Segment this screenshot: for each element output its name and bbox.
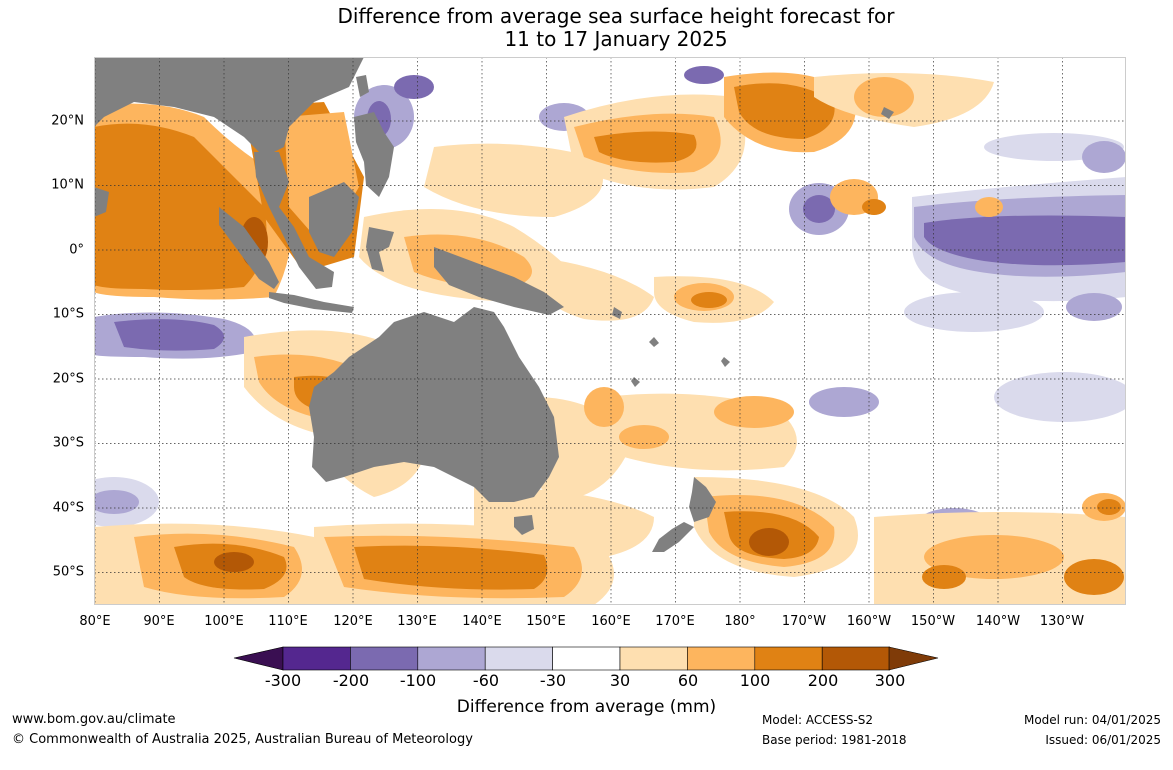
legend-colour-box: [821, 646, 890, 671]
asia-land: [94, 57, 364, 157]
legend-colour-box: [484, 646, 553, 671]
lat-label-50s: 50°S: [52, 564, 84, 580]
legend-tick: 200: [807, 671, 839, 690]
legend-tick: -100: [399, 671, 437, 690]
legend-colour-box: [282, 646, 351, 671]
legend-tick: 60: [677, 671, 699, 690]
map-panel[interactable]: [94, 57, 1126, 605]
legend-colour-box: [687, 646, 756, 671]
lon-label-160e: 160°E: [591, 614, 631, 629]
lon-label-180: 180°: [724, 614, 756, 629]
lat-label-20n: 20°N: [51, 113, 84, 129]
pacific-island-5: [881, 107, 894, 119]
colour-bar: [233, 646, 939, 671]
new-zealand-north: [689, 477, 716, 522]
legend-colour-box: [417, 646, 486, 671]
base-period-text: Base period: 1981-2018: [762, 733, 907, 747]
legend-tick: -30: [539, 671, 567, 690]
land-masses: [94, 57, 894, 552]
pacific-island-1: [612, 307, 622, 319]
legend-colour-box: [552, 646, 621, 671]
legend-title: Difference from average (mm): [456, 697, 717, 717]
new-guinea-land: [434, 247, 564, 315]
model-text: Model: ACCESS-S2: [762, 713, 874, 727]
legend-tick: -200: [332, 671, 370, 690]
lat-label-20s: 20°S: [52, 371, 84, 387]
tasmania-land: [514, 515, 534, 535]
legend-colour-box: [754, 646, 823, 671]
lon-label-170e: 170°E: [655, 614, 695, 629]
new-zealand-south: [652, 522, 694, 552]
lon-label-170w: 170°W: [781, 614, 827, 629]
java-land: [269, 292, 354, 313]
legend-colour-box: [619, 646, 688, 671]
lat-label-10s: 10°S: [52, 306, 84, 322]
lon-label-130w: 130°W: [1039, 614, 1085, 629]
title-line-2: 11 to 17 January 2025: [504, 27, 728, 51]
pacific-island-3: [631, 377, 640, 387]
legend-tick: -60: [472, 671, 500, 690]
indochina-land: [254, 152, 334, 289]
lon-label-130e: 130°E: [397, 614, 437, 629]
sea-surface-height-map[interactable]: [94, 57, 1126, 605]
lat-label-10n: 10°N: [51, 177, 84, 193]
title-line-1: Difference from average sea surface heig…: [337, 4, 895, 28]
philippines-land: [354, 112, 394, 197]
legend-left-arrow: [233, 646, 284, 671]
australia-land: [309, 307, 559, 502]
sumatra-land: [219, 207, 279, 289]
model-run-text: Model run: 04/01/2025: [1023, 713, 1161, 727]
sulawesi-land: [366, 227, 394, 272]
website-link[interactable]: www.bom.gov.au/climate: [12, 712, 176, 727]
legend-tick: 30: [609, 671, 631, 690]
legend-colour-box: [350, 646, 419, 671]
lon-label-150w: 150°W: [910, 614, 956, 629]
lon-label-140e: 140°E: [462, 614, 502, 629]
india-tip: [94, 187, 109, 217]
pacific-island-2: [649, 337, 659, 347]
lon-label-150e: 150°E: [526, 614, 566, 629]
pacific-island-4: [721, 357, 730, 367]
legend-tick: 100: [739, 671, 771, 690]
lat-label-0: 0°: [69, 242, 84, 258]
lon-label-80e: 80°E: [79, 614, 111, 629]
lon-label-90e: 90°E: [143, 614, 175, 629]
lon-label-120e: 120°E: [333, 614, 373, 629]
legend-tick: -300: [264, 671, 302, 690]
legend-boxes: [282, 646, 890, 671]
lon-label-140w: 140°W: [975, 614, 1021, 629]
taiwan-land: [356, 75, 369, 97]
legend-tick: 300: [874, 671, 906, 690]
lon-label-100e: 100°E: [204, 614, 244, 629]
copyright-text: © Commonwealth of Australia 2025, Austra…: [12, 732, 473, 747]
map-border: [94, 57, 1126, 605]
lat-label-40s: 40°S: [52, 500, 84, 516]
lon-label-110e: 110°E: [268, 614, 308, 629]
lon-label-160w: 160°W: [846, 614, 892, 629]
legend-right-arrow: [888, 646, 939, 671]
borneo-land: [309, 182, 359, 257]
colour-legend: [230, 644, 942, 674]
lat-label-30s: 30°S: [52, 435, 84, 451]
map-title: Difference from average sea surface heig…: [0, 5, 1173, 51]
issued-text: Issued: 06/01/2025: [1045, 733, 1161, 747]
